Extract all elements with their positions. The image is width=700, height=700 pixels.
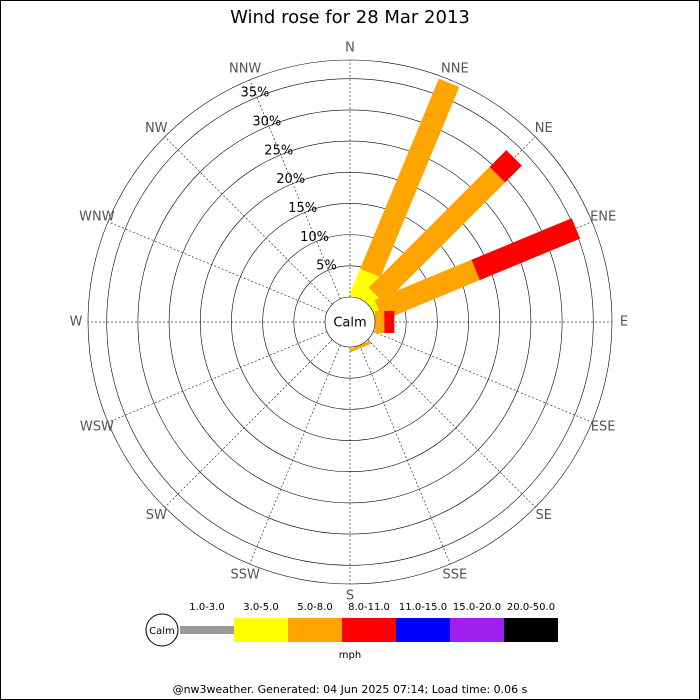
r-tick-label: 10% [300, 230, 329, 245]
chart-title: Wind rose for 28 Mar 2013 [230, 7, 470, 28]
legend-label: 3.0-5.0 [243, 602, 278, 613]
bar-segment [360, 78, 460, 278]
grid-ring [168, 140, 532, 504]
direction-label: NE [535, 121, 553, 136]
legend-label: 11.0-15.0 [399, 602, 447, 613]
direction-label: SW [146, 508, 167, 523]
legend-label: 20.0-50.0 [507, 602, 555, 613]
legend-swatch [396, 618, 450, 642]
direction-label: WNW [79, 210, 115, 225]
spoke [107, 331, 328, 423]
bar-segment [368, 166, 506, 304]
r-tick-label: 25% [264, 143, 293, 158]
direction-label: SE [536, 508, 552, 523]
legend-label: 1.0-3.0 [189, 602, 224, 613]
legend-label: 8.0-11.0 [348, 602, 390, 613]
grid-ring [262, 234, 438, 410]
legend-swatch [342, 618, 396, 642]
legend-swatch [504, 618, 558, 642]
legend-label: 15.0-20.0 [453, 602, 501, 613]
legend-label: 5.0-8.0 [297, 602, 332, 613]
legend-swatch [234, 618, 288, 642]
direction-label: ENE [590, 210, 616, 225]
direction-label: SSE [442, 568, 467, 583]
grid-ring [106, 78, 594, 566]
legend-calm-label: Calm [149, 626, 175, 637]
bar-segment [384, 311, 395, 333]
r-tick-label: 30% [252, 115, 281, 130]
r-tick-label: 15% [288, 201, 317, 216]
spoke [164, 136, 333, 305]
spoke [164, 339, 333, 508]
direction-label: E [620, 315, 628, 330]
direction-label: W [70, 315, 83, 330]
direction-label: NW [145, 121, 168, 136]
spoke [359, 344, 451, 565]
calm-label: Calm [333, 316, 366, 331]
legend-swatch [450, 618, 504, 642]
legend-unit: mph [339, 650, 361, 661]
grid-ring [137, 109, 563, 535]
direction-label: SSW [230, 568, 260, 583]
r-tick-label: 5% [316, 259, 337, 274]
footer: @nw3weather. Generated: 04 Jun 2025 07:1… [173, 683, 528, 696]
grid-ring [293, 265, 407, 379]
spoke [367, 339, 536, 508]
r-tick-label: 20% [276, 172, 305, 187]
direction-label: ESE [591, 419, 616, 434]
direction-label: S [346, 589, 354, 604]
direction-label: N [345, 41, 355, 56]
bar-segment [471, 218, 581, 281]
legend-swatch [180, 626, 234, 634]
spoke [249, 344, 341, 565]
legend-calm [145, 613, 179, 647]
direction-label: NNE [441, 61, 469, 76]
direction-label: WSW [80, 419, 114, 434]
bar-segment [375, 311, 385, 333]
legend-swatch [288, 618, 342, 642]
direction-label: NNW [229, 61, 261, 76]
bar-segment [489, 150, 522, 183]
spoke [107, 221, 328, 313]
bar-segment [374, 259, 480, 321]
calm-circle [324, 296, 376, 348]
spoke [372, 331, 593, 423]
r-tick-label: 35% [240, 86, 269, 101]
spoke [249, 79, 341, 300]
bar-segment [349, 340, 371, 353]
